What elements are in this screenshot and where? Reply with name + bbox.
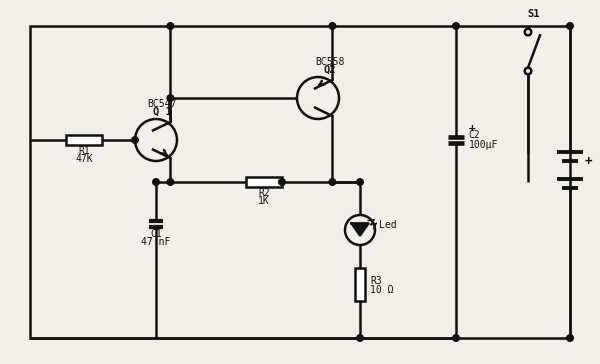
Circle shape (525, 29, 532, 35)
Circle shape (453, 335, 460, 341)
Circle shape (135, 119, 177, 161)
Circle shape (167, 23, 174, 29)
Polygon shape (352, 223, 368, 236)
Text: 1K: 1K (258, 196, 270, 206)
Circle shape (567, 23, 574, 29)
Circle shape (152, 179, 160, 185)
Circle shape (167, 95, 174, 101)
Circle shape (345, 215, 375, 245)
Text: 10 Ω: 10 Ω (370, 285, 394, 295)
Text: R1: R1 (78, 146, 90, 157)
Circle shape (525, 68, 532, 74)
Circle shape (356, 335, 364, 341)
Text: +: + (469, 123, 475, 133)
Text: S1: S1 (528, 9, 540, 19)
Circle shape (453, 23, 460, 29)
Text: C1: C1 (150, 229, 162, 239)
Text: BC547: BC547 (148, 99, 176, 109)
Circle shape (167, 179, 174, 185)
Text: R2: R2 (258, 189, 270, 198)
Circle shape (297, 77, 339, 119)
Circle shape (278, 179, 286, 185)
Text: 47K: 47K (75, 154, 93, 164)
Text: BC558: BC558 (316, 57, 344, 67)
Text: C2: C2 (469, 130, 481, 140)
Text: +: + (585, 154, 593, 167)
Text: Q2: Q2 (324, 65, 336, 75)
FancyBboxPatch shape (66, 135, 102, 145)
Text: Led: Led (379, 220, 396, 230)
Text: 47 nF: 47 nF (142, 237, 170, 247)
Circle shape (329, 179, 336, 185)
Circle shape (132, 137, 139, 143)
FancyBboxPatch shape (355, 268, 365, 301)
Circle shape (567, 335, 574, 341)
Text: R3: R3 (370, 276, 382, 286)
Circle shape (329, 23, 336, 29)
Text: 100μF: 100μF (469, 140, 498, 150)
Circle shape (356, 179, 364, 185)
FancyBboxPatch shape (246, 177, 282, 187)
Text: Q 1: Q 1 (152, 107, 172, 117)
